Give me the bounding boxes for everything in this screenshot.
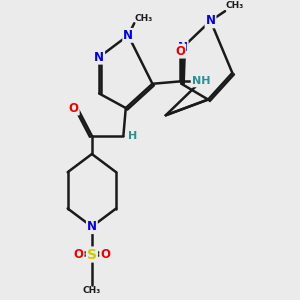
Text: N: N <box>94 51 104 64</box>
Text: O: O <box>74 248 84 261</box>
Text: H: H <box>128 131 138 141</box>
Text: CH₃: CH₃ <box>226 1 244 10</box>
Text: N: N <box>87 220 97 233</box>
Text: O: O <box>175 45 185 58</box>
Text: N: N <box>206 14 215 27</box>
Text: NH: NH <box>192 76 210 86</box>
Text: O: O <box>69 101 79 115</box>
Text: N: N <box>178 41 188 54</box>
Text: S: S <box>87 248 97 262</box>
Text: CH₃: CH₃ <box>83 286 101 295</box>
Text: O: O <box>100 248 110 261</box>
Text: N: N <box>123 29 133 42</box>
Text: CH₃: CH₃ <box>135 14 153 23</box>
